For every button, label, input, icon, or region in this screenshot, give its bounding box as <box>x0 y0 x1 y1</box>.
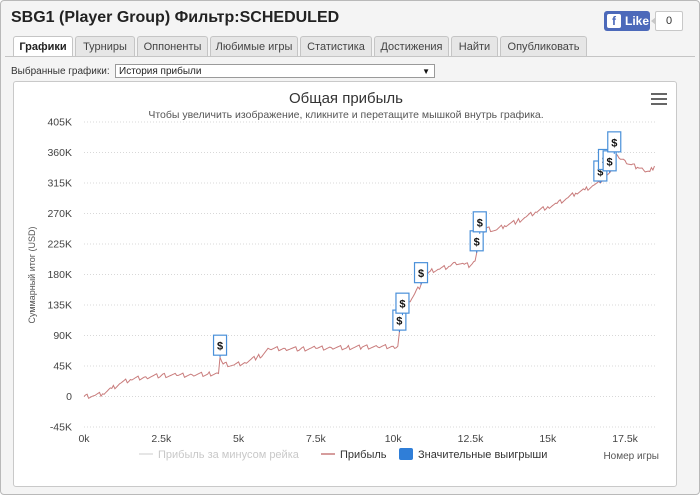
legend-box-swatch <box>399 448 413 460</box>
big-win-symbol: $ <box>217 341 223 353</box>
legend-label: Прибыль <box>340 449 387 461</box>
graph-select-label: Выбранные графики: <box>11 65 110 77</box>
big-win-flag[interactable]: $ <box>469 230 484 253</box>
big-win-symbol: $ <box>597 167 603 179</box>
x-tick-label: 2.5k <box>151 433 172 445</box>
big-win-symbol: $ <box>474 236 480 248</box>
tab-divider <box>5 56 695 57</box>
tab-graphs[interactable]: Графики <box>13 36 73 57</box>
big-win-symbol: $ <box>396 316 402 328</box>
y-tick-label: 225K <box>47 239 72 251</box>
graph-select-dropdown[interactable]: История прибыли ▼ <box>115 64 435 78</box>
big-win-flag[interactable]: $ <box>607 131 622 154</box>
y-tick-label: 180K <box>47 269 72 281</box>
x-tick-label: 12.5k <box>458 433 484 445</box>
legend-item[interactable]: Прибыль <box>321 449 387 461</box>
facebook-icon: f <box>607 14 621 28</box>
y-axis-label: Суммарный итог (USD) <box>27 226 37 323</box>
y-tick-label: 270K <box>47 208 72 220</box>
y-tick-label: 315K <box>47 178 72 190</box>
x-tick-label: 10k <box>385 433 403 445</box>
legend-item[interactable]: Прибыль за минусом рейка <box>139 449 300 461</box>
chevron-down-icon: ▼ <box>422 67 430 76</box>
legend-label: Прибыль за минусом рейка <box>158 449 300 461</box>
big-win-box <box>607 131 622 153</box>
y-tick-label: 90K <box>53 330 72 342</box>
big-wins-group: $$$$$$$$$$ <box>212 131 622 358</box>
big-win-flag[interactable]: $ <box>472 211 487 234</box>
facebook-like-widget[interactable]: f Like 0 <box>604 11 683 31</box>
profit-series-group <box>83 152 655 400</box>
chart-legend: Прибыль за минусом рейка Прибыль Значитель… <box>139 448 547 461</box>
chart-subtitle: Чтобы увеличить изображение, кликните и … <box>148 109 543 121</box>
y-tick-label: 135K <box>47 300 72 312</box>
x-tick-label: 5k <box>233 433 245 445</box>
facebook-like-label: Like <box>625 14 650 28</box>
y-axis-ticks: 405K 360K 315K 270K 225K 180K 135K 90K 45K 0 -45K <box>47 117 72 434</box>
big-win-symbol: $ <box>399 299 405 311</box>
legend-item[interactable]: Значительные выигрыши <box>399 448 547 461</box>
y-tick-label: -45K <box>50 422 72 434</box>
chart-menu-icon[interactable] <box>651 93 667 105</box>
tab-opponents[interactable]: Оппоненты <box>137 36 208 56</box>
x-tick-label: 17.5k <box>612 433 638 445</box>
tab-favorite-games[interactable]: Любимые игры <box>210 36 298 56</box>
tab-find[interactable]: Найти <box>451 36 498 56</box>
big-win-box <box>395 292 410 314</box>
big-win-symbol: $ <box>607 156 613 168</box>
tab-statistics[interactable]: Статистика <box>300 36 372 56</box>
tab-bar: Графики Турниры Оппоненты Любимые игры С… <box>13 36 587 57</box>
facebook-like-count: 0 <box>651 11 683 31</box>
y-tick-label: 360K <box>47 147 72 159</box>
big-win-flag[interactable]: $ <box>395 292 410 316</box>
tab-achievements[interactable]: Достижения <box>374 36 449 56</box>
graph-select-value: История прибыли <box>119 66 202 77</box>
y-tick-label: 0 <box>66 391 72 403</box>
big-win-flag[interactable]: $ <box>212 334 228 358</box>
big-win-symbol: $ <box>418 268 424 280</box>
x-axis-ticks: 0k 2.5k 5k 7.5k 10k 12.5k 15k 17.5k <box>78 433 638 445</box>
x-tick-label: 15k <box>539 433 557 445</box>
x-tick-label: 7.5k <box>306 433 327 445</box>
big-win-symbol: $ <box>477 217 483 229</box>
window-title: SBG1 (Player Group) Фильтр:SCHEDULED <box>11 9 340 26</box>
x-tick-label: 0k <box>78 433 90 445</box>
chart-title: Общая прибыль <box>289 90 403 107</box>
tab-publish[interactable]: Опубликовать <box>500 36 587 56</box>
x-axis-label: Номер игры <box>603 451 659 462</box>
title-bar: SBG1 (Player Group) Фильтр:SCHEDULED f L… <box>1 1 699 37</box>
big-win-flag[interactable]: $ <box>413 262 429 285</box>
legend-label: Значительные выигрыши <box>418 449 547 461</box>
y-tick-label: 45K <box>53 361 72 373</box>
y-tick-label: 405K <box>47 117 72 129</box>
chart-container[interactable] <box>13 81 677 487</box>
profit-series-line <box>83 152 655 400</box>
big-win-box <box>472 211 487 233</box>
big-win-symbol: $ <box>611 137 617 149</box>
big-win-flag[interactable]: $ <box>602 150 617 173</box>
big-win-box <box>413 262 429 284</box>
chart-grid <box>84 121 656 428</box>
big-win-box <box>212 334 228 356</box>
tab-tournaments[interactable]: Турниры <box>75 36 135 56</box>
facebook-like-button[interactable]: f Like <box>604 11 650 31</box>
